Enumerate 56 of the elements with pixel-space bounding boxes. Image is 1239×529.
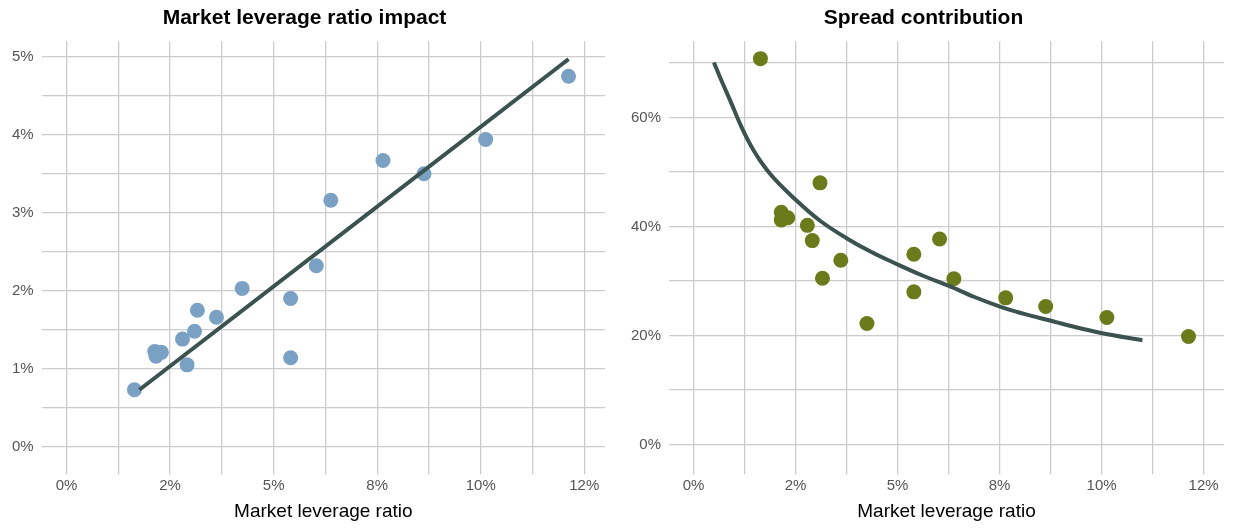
x-tick-label: 0% (682, 476, 705, 494)
x-axis-title: Market leverage ratio (857, 499, 1036, 521)
x-tick-label: 5% (262, 476, 285, 494)
point (814, 270, 830, 286)
point (812, 175, 828, 191)
y-tick-label: 20% (630, 325, 662, 343)
point (833, 252, 849, 268)
x-tick-label: 8% (366, 476, 389, 494)
point (175, 331, 191, 347)
chart-title: Spread contribution (823, 5, 1024, 29)
chart-title: Market leverage ratio impact (162, 5, 447, 29)
y-tick-label: 5% (11, 46, 34, 64)
y-tick-label: 3% (11, 202, 34, 220)
point (1099, 309, 1115, 325)
point (179, 357, 195, 373)
y-tick-label: 1% (11, 358, 34, 376)
point (804, 233, 820, 249)
y-tick-label: 60% (630, 107, 662, 125)
point (126, 382, 142, 398)
x-axis-title: Market leverage ratio (234, 499, 413, 521)
x-tick-label: 12% (1188, 476, 1219, 494)
point (189, 302, 205, 318)
point (208, 309, 224, 325)
x-tick-label: 2% (159, 476, 181, 494)
point (283, 291, 299, 307)
line-series (711, 60, 1145, 343)
point (752, 51, 768, 67)
point (308, 258, 324, 274)
point (998, 290, 1014, 306)
point (375, 153, 391, 169)
x-tick-label: 10% (1086, 476, 1117, 494)
x-tick-label: 2% (784, 476, 807, 494)
y-tick-label: 0% (11, 436, 34, 454)
point (906, 246, 922, 262)
point (187, 323, 203, 339)
x-tick-label: 0% (55, 476, 78, 494)
y-tick-label: 2% (11, 280, 34, 298)
point (1181, 329, 1196, 345)
point (859, 315, 875, 331)
x-tick-label: 8% (988, 476, 1011, 494)
x-tick-label: 10% (465, 476, 496, 494)
point (234, 280, 250, 296)
x-tick-label: 5% (886, 476, 909, 494)
point (561, 68, 577, 84)
x-tick-label: 12% (569, 476, 600, 494)
y-tick-label: 40% (630, 216, 662, 234)
point (906, 284, 922, 300)
point (1038, 299, 1054, 315)
point (799, 217, 815, 233)
point (323, 192, 339, 208)
point (283, 350, 299, 366)
point (946, 271, 962, 287)
point (932, 231, 948, 247)
y-tick-label: 4% (11, 124, 34, 142)
y-tick-label: 0% (639, 434, 662, 452)
point (478, 131, 494, 147)
